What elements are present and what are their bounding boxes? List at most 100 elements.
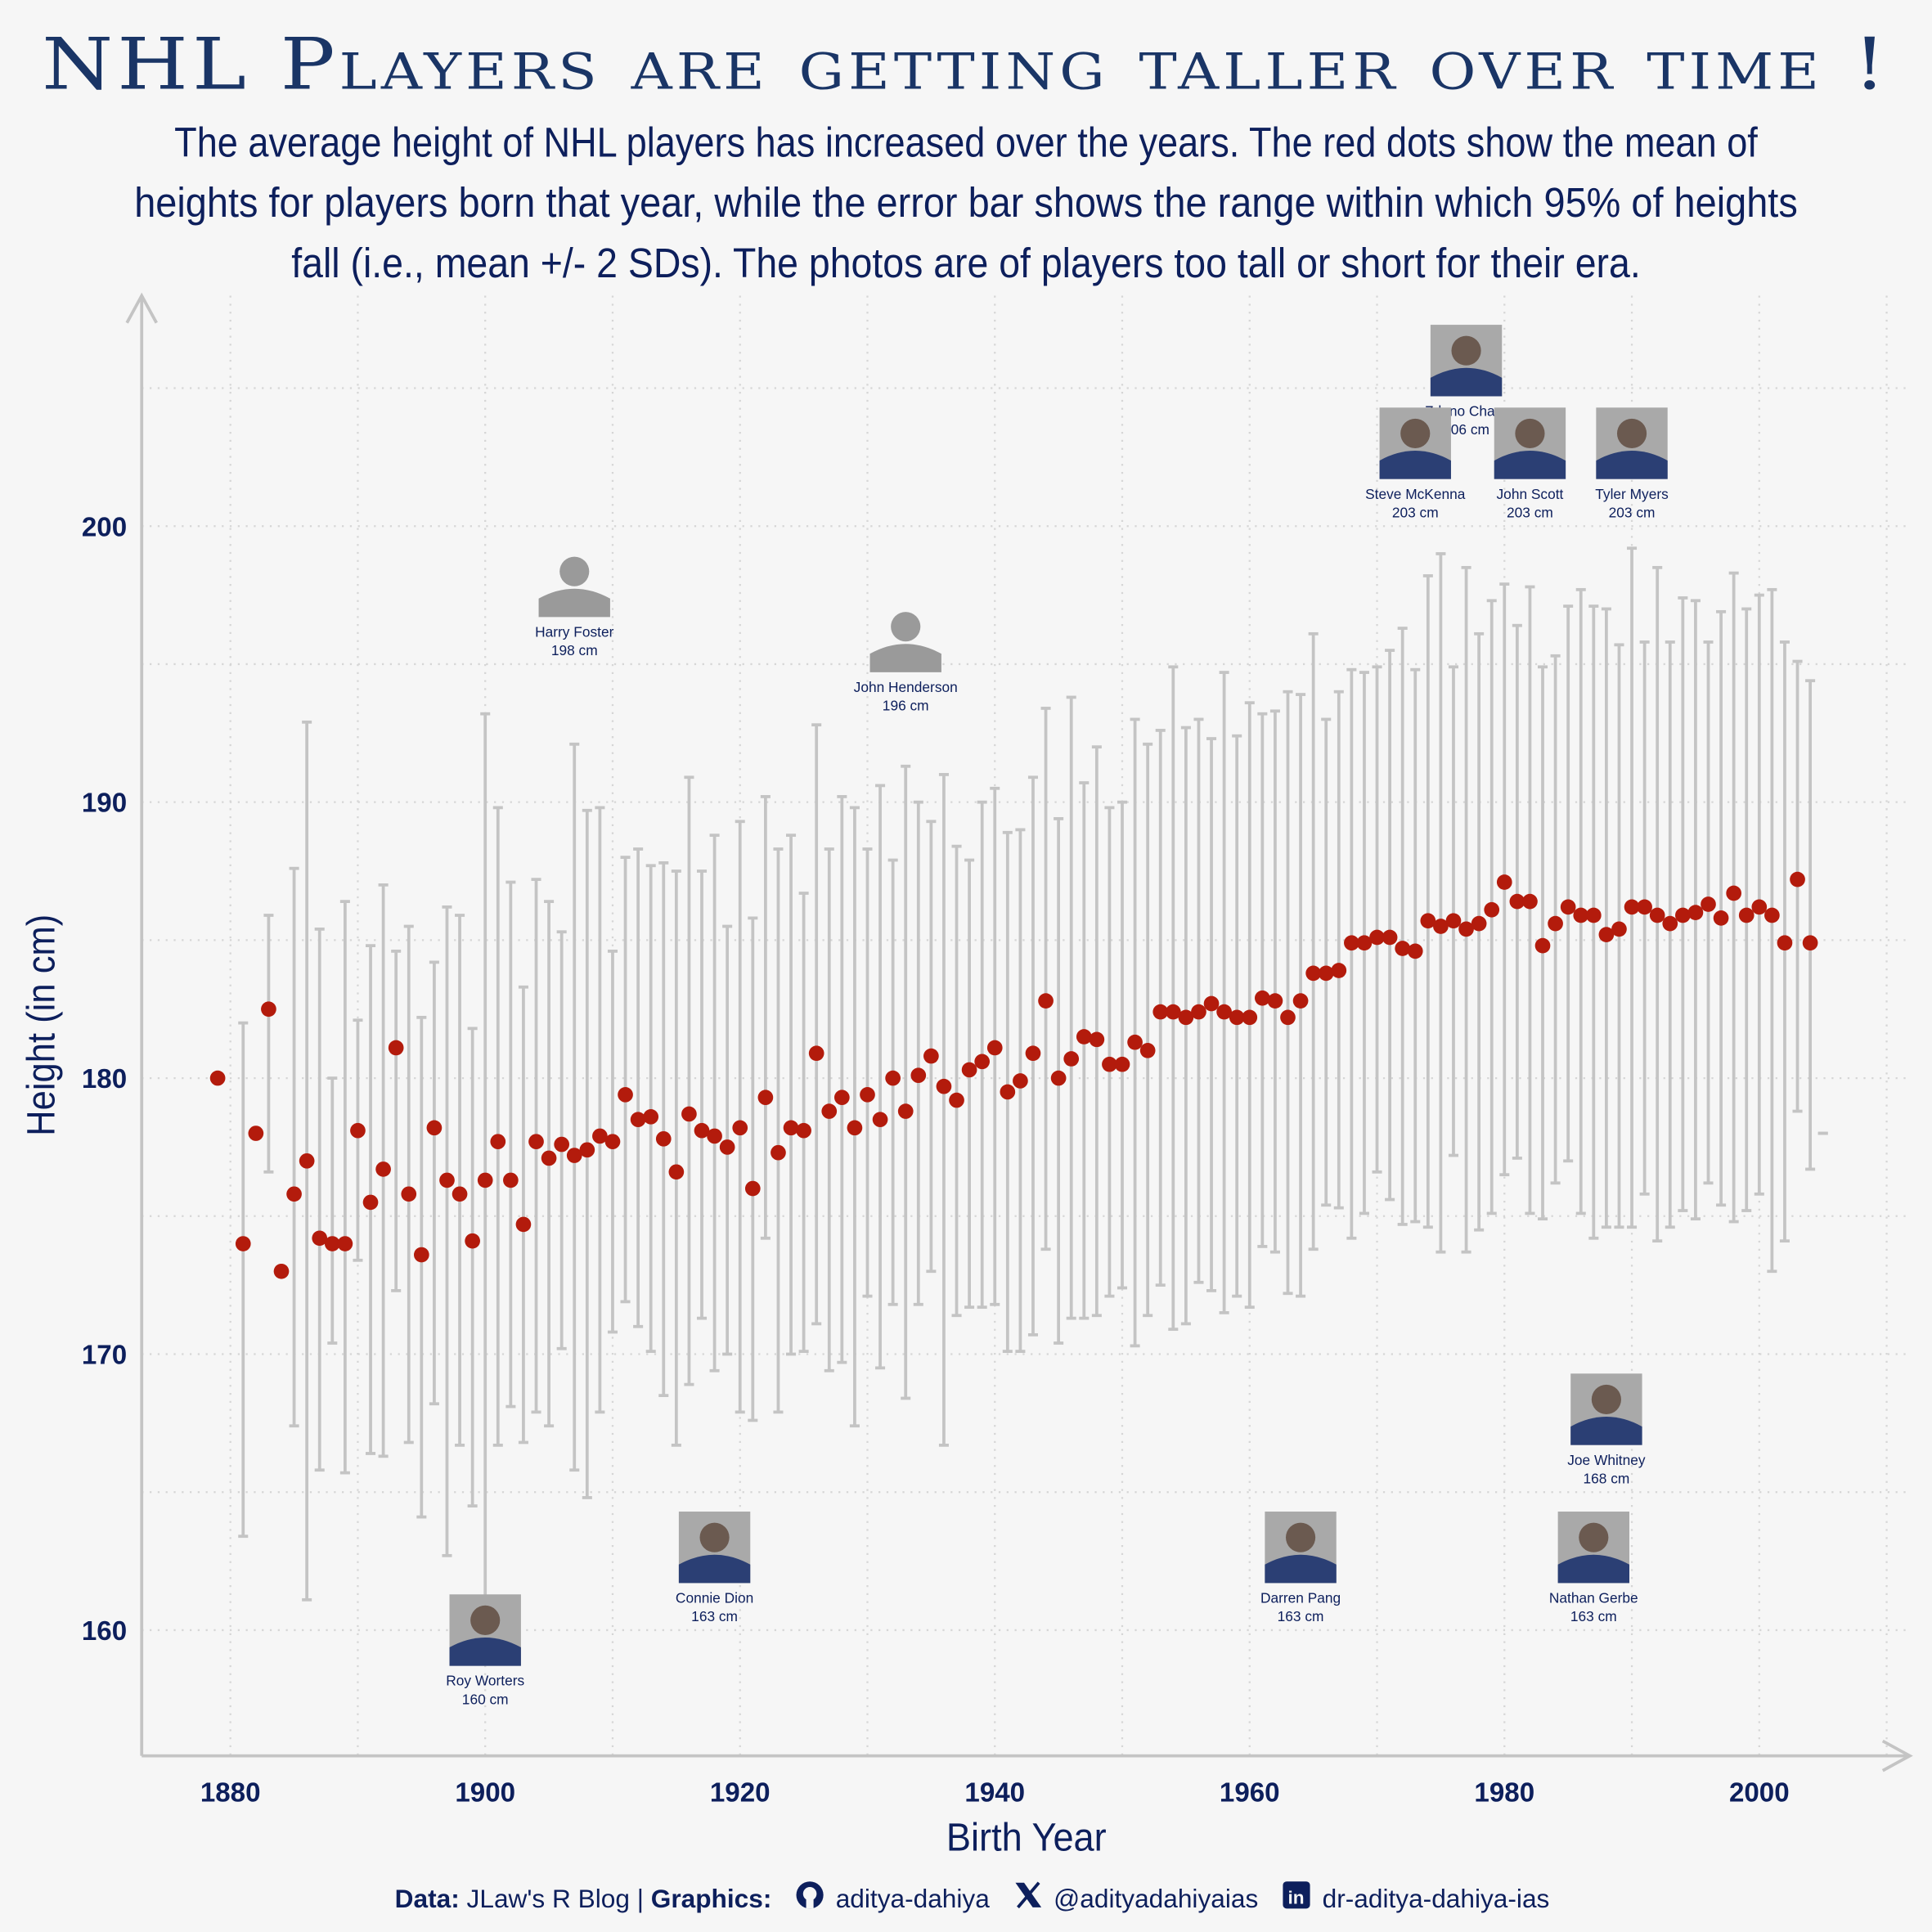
player-name: Steve McKenna — [1365, 486, 1466, 502]
mean-point — [1025, 1045, 1041, 1062]
shoulders-shape — [678, 1554, 751, 1584]
error-bar — [1563, 604, 1574, 1163]
mean-point — [719, 1139, 735, 1155]
x-tick-label: 1920 — [710, 1777, 771, 1808]
player-annotation: Joe Whitney 168 cm — [1567, 1373, 1646, 1486]
player-photo — [1570, 1373, 1642, 1445]
error-bar — [492, 806, 503, 1447]
error-bar — [1474, 631, 1485, 1232]
mean-point — [528, 1134, 544, 1150]
footer-github[interactable]: aditya-dahiya — [836, 1884, 991, 1913]
error-bar — [1639, 640, 1650, 1196]
head-shape — [1616, 418, 1647, 449]
mean-point — [465, 1233, 480, 1249]
error-bar — [1104, 806, 1115, 1298]
player-height: 203 cm — [1507, 504, 1553, 520]
y-tick-label: 190 — [82, 789, 127, 819]
head-shape — [1451, 335, 1481, 366]
error-bar — [786, 833, 797, 1356]
mean-point — [209, 1070, 226, 1086]
x-tick-label: 1880 — [200, 1777, 261, 1808]
error-bar — [353, 1018, 363, 1262]
player-annotation: John Henderson 196 cm — [854, 612, 958, 714]
mean-point — [401, 1186, 417, 1202]
footer-twitter[interactable]: @adityadahiyaias — [1054, 1884, 1258, 1913]
y-axis-arrow — [125, 292, 158, 324]
x-tick-label: 1900 — [455, 1777, 515, 1808]
player-annotation: Steve McKenna 203 cm — [1365, 407, 1466, 520]
player-height: 206 cm — [1443, 421, 1489, 438]
error-bar — [595, 806, 605, 1414]
player-height: 163 cm — [691, 1608, 738, 1624]
player-name: Tyler Myers — [1595, 486, 1669, 502]
mean-point — [897, 1103, 914, 1119]
error-bar — [416, 1015, 427, 1519]
error-bar — [1665, 640, 1675, 1229]
mean-point — [936, 1078, 952, 1094]
player-photo — [678, 1512, 751, 1584]
mean-point — [655, 1130, 672, 1147]
mean-point — [949, 1092, 964, 1108]
mean-point — [1382, 929, 1398, 946]
mean-point — [1395, 941, 1411, 956]
error-bar — [1130, 717, 1140, 1348]
error-bar — [1117, 800, 1128, 1290]
mean-point — [248, 1126, 264, 1141]
error-bar — [1575, 587, 1586, 1215]
mean-point — [452, 1186, 468, 1202]
player-annotation: John Scott 203 cm — [1494, 407, 1566, 520]
error-bar — [1180, 726, 1191, 1326]
error-bar — [735, 820, 745, 1414]
player-photo — [1379, 407, 1451, 479]
player-annotation: Connie Dion 163 cm — [676, 1512, 753, 1624]
error-bar — [1601, 607, 1611, 1229]
error-bar — [1079, 781, 1090, 1320]
mean-point — [1013, 1073, 1028, 1089]
mean-point — [1764, 907, 1780, 923]
mean-point — [375, 1161, 391, 1177]
player-name: Connie Dion — [676, 1589, 753, 1606]
y-tick-label: 180 — [82, 1064, 127, 1094]
footer-data-source: JLaw's R Blog | — [467, 1884, 644, 1913]
head-shape — [1579, 1522, 1609, 1552]
error-bar — [403, 924, 414, 1445]
mean-point — [986, 1040, 1003, 1056]
shoulders-shape — [538, 588, 610, 618]
error-bar — [862, 847, 873, 1298]
mean-point — [681, 1106, 697, 1122]
error-bar — [339, 900, 350, 1475]
player-annotation: Tyler Myers 203 cm — [1595, 407, 1669, 520]
player-name: Nathan Gerbe — [1549, 1589, 1638, 1606]
mean-point — [1267, 993, 1283, 1009]
linkedin-icon: in — [1283, 1881, 1310, 1909]
error-bar — [798, 892, 809, 1354]
error-bar — [1015, 828, 1026, 1354]
mean-point — [707, 1128, 722, 1144]
mean-point — [1738, 907, 1755, 923]
mean-point — [630, 1112, 646, 1128]
footer-linkedin[interactable]: dr-aditya-dahiya-ias — [1323, 1884, 1550, 1913]
head-shape — [1285, 1522, 1316, 1552]
player-photo — [1265, 1512, 1337, 1584]
player-annotation: Nathan Gerbe 163 cm — [1549, 1512, 1638, 1624]
mean-point — [1445, 913, 1462, 929]
mean-point — [1687, 905, 1704, 920]
mean-point — [1305, 965, 1321, 982]
player-height: 203 cm — [1609, 504, 1656, 520]
player-name: Darren Pang — [1260, 1589, 1341, 1606]
footer-data-label: Data: — [395, 1884, 460, 1913]
mean-point — [235, 1236, 251, 1251]
mean-point — [1292, 993, 1309, 1009]
mean-point — [1573, 907, 1589, 923]
y-tick-label: 160 — [82, 1616, 127, 1647]
player-photo — [449, 1594, 521, 1666]
svg-text:in: in — [1287, 1887, 1304, 1907]
x-tick-label: 1960 — [1220, 1777, 1280, 1808]
mean-point — [579, 1142, 595, 1158]
mean-point — [426, 1120, 443, 1136]
mean-point — [1790, 871, 1805, 887]
y-tick-label: 170 — [82, 1341, 127, 1371]
error-bar — [1193, 717, 1204, 1284]
mean-point — [1611, 921, 1627, 937]
